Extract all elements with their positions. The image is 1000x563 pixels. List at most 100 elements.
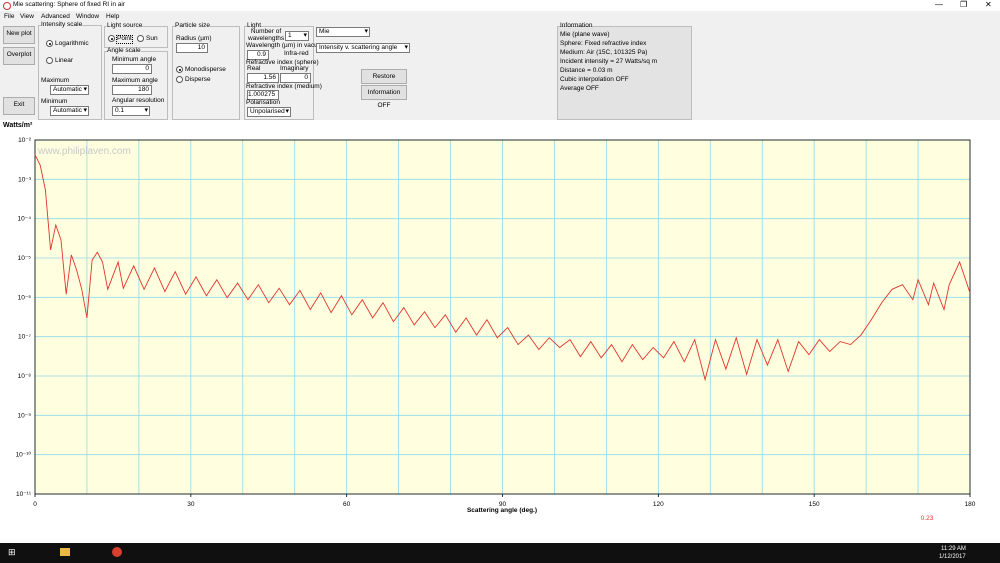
text-input[interactable]: 0 [112,64,152,74]
select[interactable]: Intensity v. scattering angle [316,43,410,53]
select[interactable]: Unpolarised [247,107,291,117]
clock-time: 11:29 AM [941,546,966,552]
group-title: Light [247,22,262,30]
field-label: Minimum [41,98,68,105]
taskbar-icon[interactable] [60,548,70,556]
y-tick-label: 10⁻⁵ [18,255,32,262]
y-tick-label: 10⁻⁹ [18,412,32,419]
y-tick-label: 10⁻⁷ [18,334,32,341]
x-tick-label: 180 [965,501,976,508]
information-line: Distance = 0.03 m [560,67,613,74]
select[interactable]: Mie [316,27,370,37]
x-tick-label: 0 [33,501,37,508]
minimize-button[interactable]: — [935,0,943,9]
exit-button[interactable]: Exit [3,97,35,115]
field-label: Infra-red [284,50,309,57]
group-title: Intensity scale [41,21,83,29]
intensity-line [34,154,971,382]
y-tick-label: 10⁻⁶ [18,294,32,301]
plot-border [34,139,971,495]
taskbar-icon[interactable] [112,547,122,557]
radio-label[interactable]: Disperse [185,76,211,83]
field-label: Angular resolution [112,97,165,104]
field-label: Refractive index (medium) [246,83,322,90]
select[interactable]: 0.1 [112,106,150,116]
new-plot-button[interactable]: New plot [3,26,35,44]
text-input[interactable]: 0.9 [247,50,269,60]
radio[interactable] [176,66,183,73]
x-axis-label: Scattering angle (deg.) [467,507,537,514]
group-title: Angle scale [107,47,141,55]
radio-label[interactable]: Monodisperse [185,66,226,73]
radio-label[interactable]: Linear [55,57,74,64]
information-panel [557,26,692,120]
overplot-button[interactable]: Overplot [3,47,35,65]
group-title: Light source [107,22,143,30]
information-line: Average OFF [560,85,599,92]
field-label: Minimum angle [112,56,157,63]
text-input[interactable]: 180 [112,85,152,95]
menu-item[interactable]: View [20,13,34,20]
taskbar: ⊞ 11:29 AM 1/12/2017 [0,543,1000,563]
y-tick-label: 10⁻⁴ [18,216,32,223]
field-label: Number of wavelengths [248,28,285,42]
radio[interactable] [46,40,53,47]
field-label: Imaginary [280,65,309,72]
x-tick-label: 120 [653,501,664,508]
app-icon [3,2,11,10]
menu-item[interactable]: Window [76,13,100,20]
start-button[interactable]: ⊞ [8,547,16,557]
information-line: Sphere: Fixed refractive index [560,40,647,47]
chart: Watts/m² Scattering angle (deg.) 0.23 ww… [3,122,976,522]
menu-item[interactable]: File [4,13,15,20]
group-box [244,26,314,120]
text-input[interactable]: 1.56 [247,73,279,83]
y-tick-label: 10⁻² [18,137,32,144]
select[interactable]: 1 [285,31,309,41]
select[interactable]: Automatic [50,106,89,116]
y-tick-label: 10⁻¹¹ [16,491,32,498]
y-tick-label: 10⁻¹⁰ [16,451,32,459]
menu-item[interactable]: Advanced [41,13,70,20]
y-tick-label: 10⁻⁸ [18,373,32,380]
radio[interactable] [46,57,53,64]
radio-label[interactable]: Sun [146,35,158,42]
x-tick-label: 90 [499,501,507,508]
information-line: Incident intensity = 27 Watts/sq m [560,58,658,65]
text-input[interactable]: 0 [280,73,311,83]
menu-item[interactable]: Help [106,13,120,20]
x-tick-label: 60 [343,501,351,508]
select[interactable]: Automatic [50,85,89,95]
radio-label[interactable]: Point [116,35,133,44]
close-button[interactable]: ✕ [985,0,992,9]
group-title: Particle size [175,22,211,30]
restore-defaults-button[interactable]: Restore defaults [361,69,407,93]
field-label: Polarisation [246,99,280,106]
field-label: Radius (µm) [176,35,212,42]
watermark: www.philiplaven.com [37,146,131,157]
radio[interactable] [108,35,115,42]
information-line: Medium: Air (15C, 101325 Pa) [560,49,648,56]
information-button[interactable]: Information OFF [361,85,407,109]
maximize-button[interactable]: ❐ [960,0,968,9]
radio-label[interactable]: Logarithmic [55,40,89,47]
clock-date: 1/12/2017 [939,554,966,560]
status-value: 0.23 [921,515,934,522]
y-axis-label: Watts/m² [3,122,33,129]
information-line: Cubic interpolation OFF [560,76,629,83]
title-bar [0,0,1000,11]
field-label: Wavelength (µm) in vacuo [246,42,322,49]
text-input[interactable]: 10 [176,43,208,53]
field-label: Refractive index (sphere) [246,59,319,66]
control-panel [0,0,1000,120]
field-label: Real [247,65,261,72]
radio[interactable] [176,76,183,83]
radio[interactable] [137,35,144,42]
text-input[interactable]: 1.000275 [247,90,279,100]
information-line: Mie (plane wave) [560,31,610,38]
field-label: Maximum [41,77,70,84]
window-title: Mie scattering: Sphere of fixed RI in ai… [13,1,125,8]
field-label: Maximum angle [112,77,158,84]
y-tick-label: 10⁻³ [18,176,32,183]
